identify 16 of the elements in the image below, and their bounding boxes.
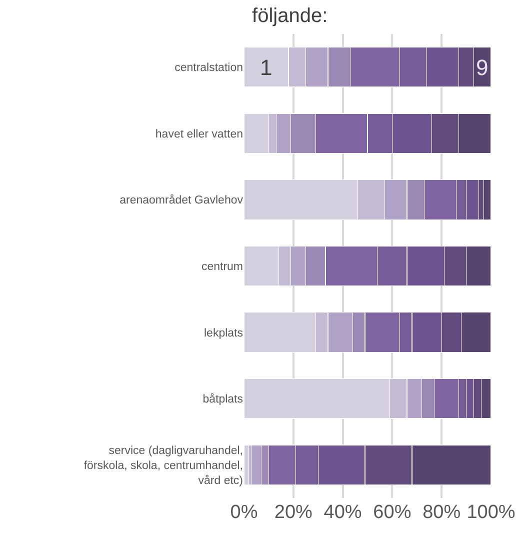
chart-title: följande: [252,5,328,28]
y-tick-label: lekplats [204,327,244,340]
x-tick-label: 80% [422,502,461,523]
x-tick-label: 40% [324,502,362,523]
x-tick-label: 60% [373,502,412,523]
y-tick-label: havet eller vatten [155,128,243,140]
y-tick-label: centralstation [174,62,243,74]
y-tick-label: båtplats [202,392,244,406]
y-tick-label: service (dagligvaruhandel, förskola, skola, centrumhandel, vård etc) [84,444,244,487]
series-label: 1 [260,55,272,80]
x-tick-label: 20% [274,502,313,523]
x-tick-label: 100% [466,502,516,523]
y-tick-label: centrum [201,261,243,274]
series-label: 9 [476,55,488,80]
y-tick-label: arenaområdet Gavlehov [120,194,244,207]
x-tick-label: 0% [230,502,258,523]
